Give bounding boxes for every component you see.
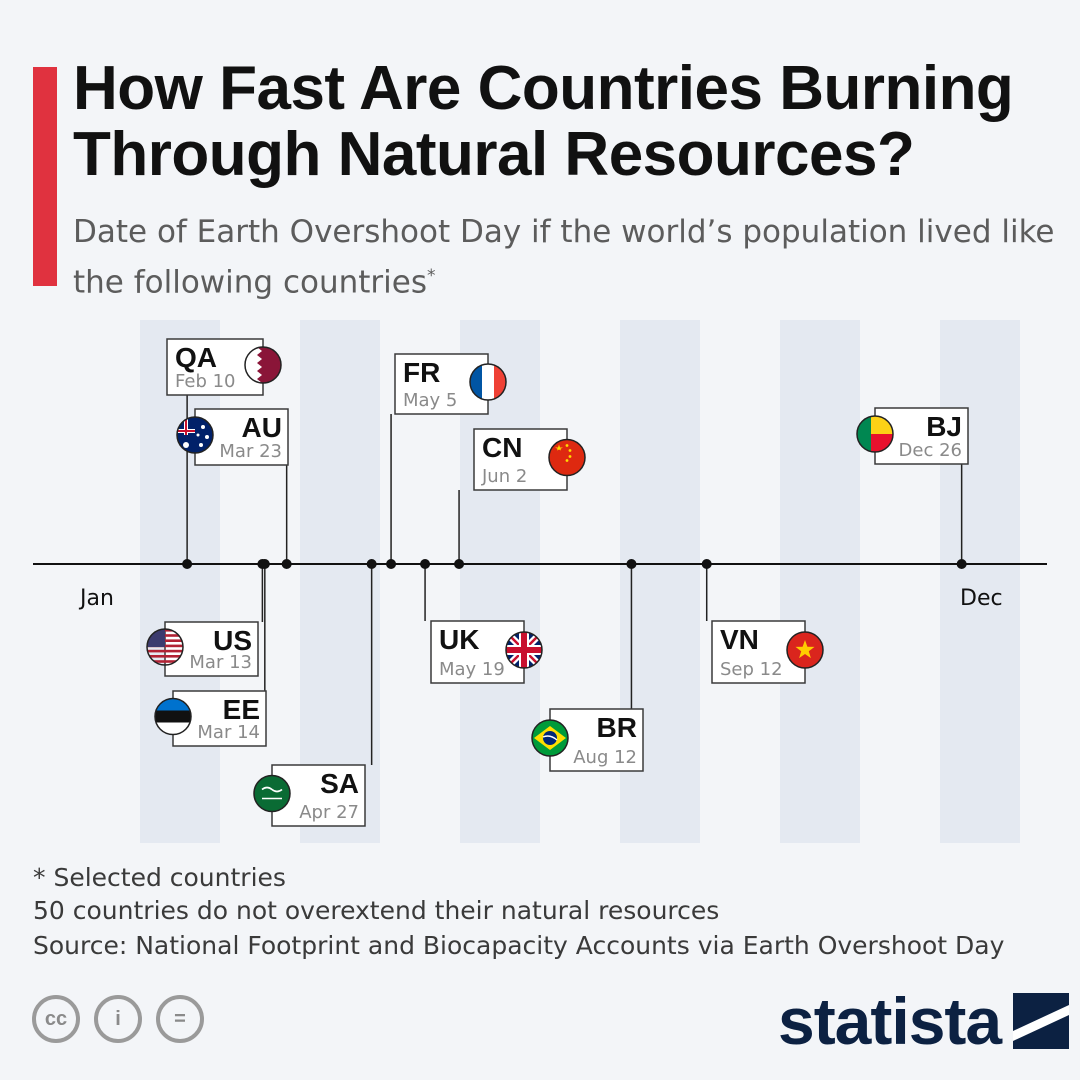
- overshoot-date-label: May 5: [403, 390, 457, 411]
- timeline-dot: [956, 559, 967, 569]
- country-code-label: EE: [223, 694, 260, 725]
- overshoot-date-label: Aug 12: [573, 747, 637, 768]
- overshoot-date-label: May 19: [439, 659, 505, 680]
- overshoot-date-label: Jun 2: [481, 466, 527, 487]
- timeline-dot: [281, 559, 292, 569]
- country-code-label: FR: [403, 357, 440, 388]
- statista-mark-icon: [1013, 993, 1070, 1049]
- country-code-label: SA: [320, 768, 359, 799]
- france-flag-icon: [469, 363, 507, 401]
- saudi-arabia-flag-icon: [253, 774, 291, 813]
- callout-sa: SA Apr 27: [253, 764, 366, 827]
- overshoot-date-label: Feb 10: [175, 371, 236, 392]
- china-flag-icon: [548, 438, 586, 477]
- axis-label-end: Dec: [960, 586, 1003, 611]
- country-code-label: BJ: [926, 411, 962, 442]
- subtitle-text: Date of Earth Overshoot Day if the world…: [73, 214, 1055, 301]
- timeline-dots: [182, 559, 967, 569]
- cc-icon: cc: [32, 995, 80, 1043]
- callout-box: [874, 407, 969, 465]
- timeline-dot: [259, 559, 270, 569]
- brand-name: statista: [778, 984, 1002, 1058]
- footnote-count: 50 countries do not overextend their nat…: [33, 896, 720, 925]
- country-code-label: UK: [439, 624, 479, 655]
- overshoot-date-label: Mar 14: [197, 722, 260, 743]
- callout-cn: CN Jun 2: [473, 428, 586, 491]
- country-code-label: QA: [175, 342, 217, 373]
- timeline-dot: [386, 559, 397, 569]
- axis-label-start: Jan: [78, 586, 114, 611]
- footnote-selected: * Selected countries: [33, 863, 286, 892]
- callout-br: BR Aug 12: [531, 708, 644, 772]
- no-derivatives-icon: =: [156, 995, 204, 1043]
- timeline-dot: [182, 559, 193, 569]
- uk-flag-icon: [505, 631, 543, 669]
- country-code-label: VN: [720, 624, 759, 655]
- month-band: [780, 320, 860, 843]
- australia-flag-icon: [176, 416, 214, 454]
- license-icons: cc i =: [32, 995, 204, 1043]
- overshoot-date-label: Sep 12: [720, 659, 783, 680]
- source-note: Source: National Footprint and Biocapaci…: [33, 931, 1005, 960]
- page-title: How Fast Are Countries Burning Through N…: [73, 54, 1014, 189]
- attribution-icon: i: [94, 995, 142, 1043]
- subtitle-footnote-mark: *: [427, 266, 436, 286]
- overshoot-date-label: Dec 26: [899, 440, 962, 461]
- country-code-label: BR: [597, 712, 637, 743]
- brazil-flag-icon: [531, 719, 569, 757]
- statista-logo: statista: [778, 984, 1070, 1058]
- footnotes: * Selected countries 50 countries do not…: [33, 861, 1033, 962]
- timeline-dot: [701, 559, 712, 569]
- callout-box: [164, 621, 259, 677]
- overshoot-date-label: Apr 27: [299, 802, 359, 823]
- qatar-flag-icon: [244, 346, 282, 384]
- month-band: [940, 320, 1020, 843]
- estonia-flag-icon: [154, 697, 192, 736]
- accent-bar: [33, 67, 57, 286]
- callout-uk: UK May 19: [430, 620, 543, 684]
- timeline-dot: [626, 559, 637, 569]
- overshoot-date-label: Mar 23: [219, 441, 282, 462]
- benin-flag-icon: [856, 415, 894, 453]
- callout-vn: VN Sep 12: [711, 620, 824, 684]
- subtitle: Date of Earth Overshoot Day if the world…: [73, 210, 1063, 304]
- overshoot-date-label: Mar 13: [189, 652, 252, 673]
- vietnam-flag-icon: [786, 631, 824, 669]
- timeline-dot: [454, 559, 465, 569]
- month-band: [140, 320, 220, 843]
- country-code-label: US: [213, 625, 252, 656]
- month-band: [300, 320, 380, 843]
- timeline-dot: [420, 559, 431, 569]
- country-code-label: CN: [482, 432, 522, 463]
- timeline-dot: [366, 559, 377, 569]
- month-bands: [140, 320, 1020, 843]
- country-code-label: AU: [242, 412, 282, 443]
